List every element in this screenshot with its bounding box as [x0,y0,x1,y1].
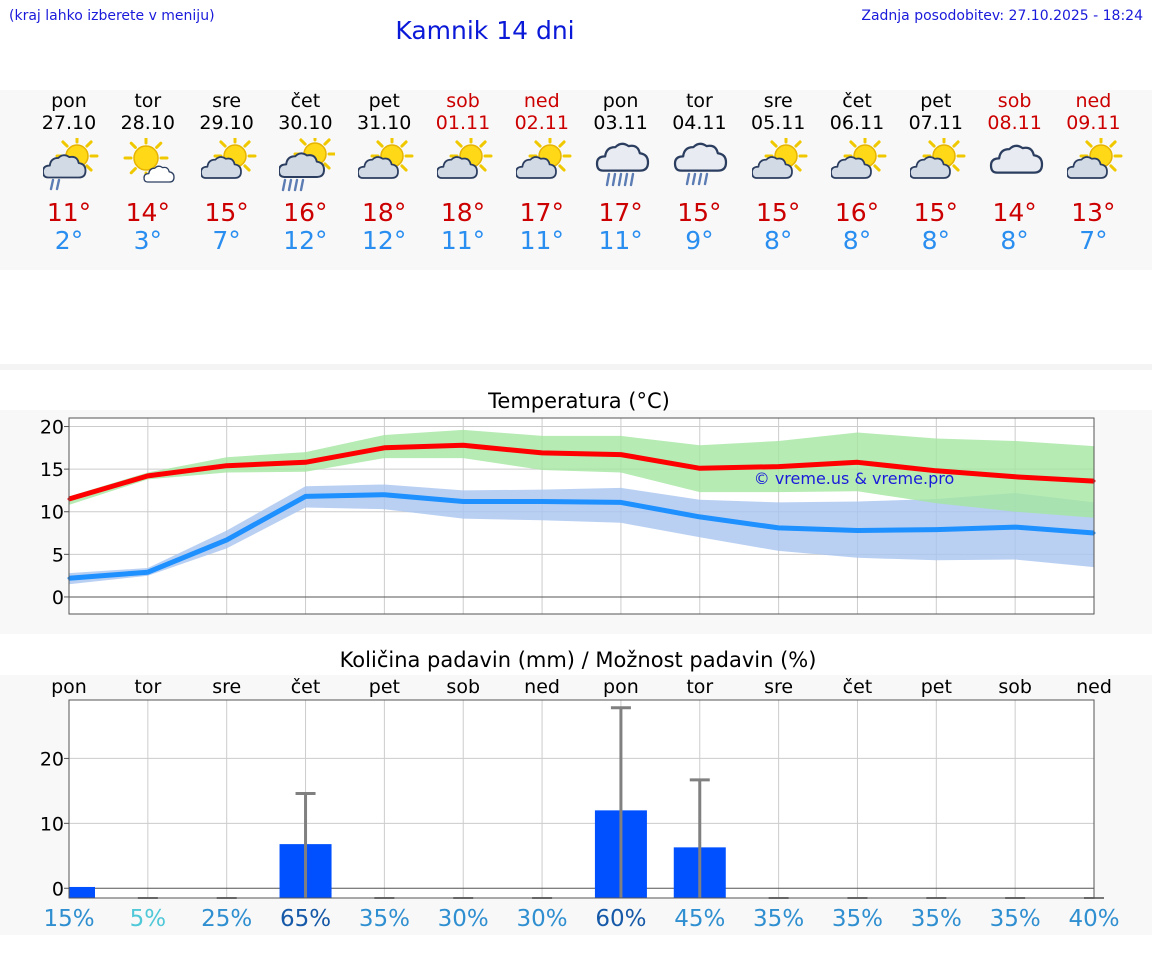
precipitation-category-label: ned [524,676,560,698]
precipitation-probability-label: 25% [201,906,252,932]
precipitation-category-label: ned [1076,676,1112,698]
max-temperature-point [383,446,386,449]
chart-watermark: © vreme.us & vreme.pro [754,469,955,488]
temperature-ytick-label: 10 [40,502,64,524]
precipitation-category-label: pet [369,676,400,698]
precipitation-probability-label: 30% [438,906,489,932]
precipitation-category-label: tor [686,676,713,698]
precipitation-probability-label: 35% [990,906,1041,932]
precipitation-probability-label: 5% [130,906,167,932]
precipitation-category-label: pet [921,676,952,698]
precipitation-bar [69,887,95,898]
precipitation-probability-label: 65% [280,906,331,932]
max-temperature-point [304,461,307,464]
precipitation-probability-label: 35% [832,906,883,932]
min-temperature-point [146,571,149,574]
precipitation-probability-label: 45% [674,906,725,932]
min-temperature-point [541,500,544,503]
precipitation-probability-label: 30% [517,906,568,932]
max-temperature-point [698,467,701,470]
max-temperature-point [619,453,622,456]
max-temperature-point [777,465,780,468]
min-temperature-point [619,501,622,504]
precipitation-probability-label: 40% [1068,906,1119,932]
precipitation-category-label: čet [291,676,321,698]
precipitation-probability-label: 35% [753,906,804,932]
precipitation-ytick-label: 0 [52,878,64,900]
max-temperature-point [462,444,465,447]
min-temperature-point [1014,526,1017,529]
temperature-ytick-label: 20 [40,417,64,439]
precipitation-ytick-label: 20 [40,748,64,770]
precipitation-category-label: pon [603,676,639,698]
min-temperature-point [777,526,780,529]
precipitation-category-label: sre [212,676,241,698]
min-temperature-point [856,529,859,532]
temperature-ytick-label: 5 [52,544,64,566]
precipitation-probability-label: 35% [359,906,410,932]
min-temperature-point [383,493,386,496]
precipitation-plot-area [69,700,1094,898]
temperature-ytick-label: 15 [40,459,64,481]
precipitation-category-label: čet [843,676,873,698]
precipitation-category-label: tor [134,676,161,698]
precipitation-probability-label: 35% [911,906,962,932]
temperature-ytick-label: 0 [52,587,64,609]
precipitation-chart-title: Količina padavin (mm) / Možnost padavin … [340,648,817,672]
max-temperature-point [541,451,544,454]
max-temperature-point [1014,475,1017,478]
precipitation-category-label: sob [446,676,480,698]
precipitation-category-label: pon [51,676,87,698]
min-temperature-point [225,538,228,541]
min-temperature-point [698,515,701,518]
min-temperature-point [935,528,938,531]
precipitation-category-label: sob [998,676,1032,698]
max-temperature-point [856,461,859,464]
max-temperature-point [225,464,228,467]
precipitation-probability-label: 15% [43,906,94,932]
min-temperature-point [462,500,465,503]
precipitation-probability-label: 60% [595,906,646,932]
precipitation-category-label: sre [764,676,793,698]
min-temperature-point [304,495,307,498]
charts-svg: Temperatura (°C) 0 5 10 15 20 © vreme.us & vre… [0,0,1152,975]
precipitation-ytick-label: 10 [40,813,64,835]
max-temperature-point [146,474,149,477]
temperature-chart-title: Temperatura (°C) [487,389,670,413]
